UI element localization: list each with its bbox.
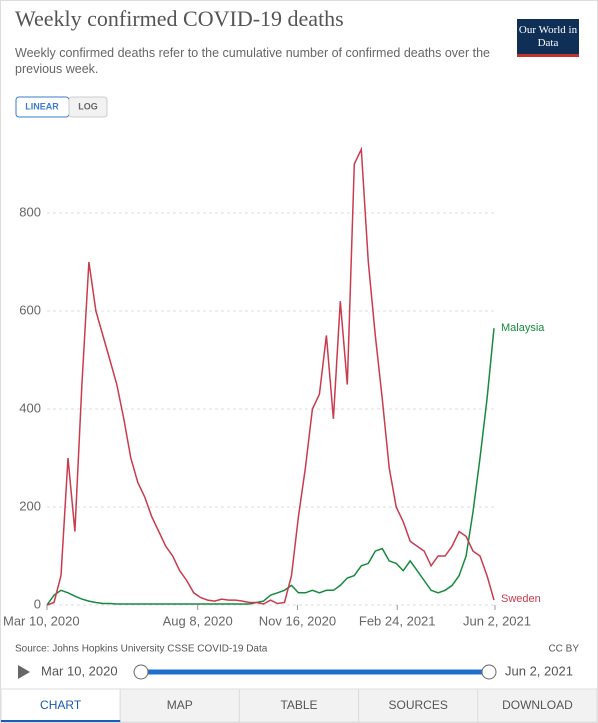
x-tick-label: Feb 24, 2021 [359, 613, 436, 628]
subtitle-box: Weekly confirmed deaths refer to the cum… [15, 46, 491, 76]
timeline-handle-start[interactable] [133, 664, 149, 680]
timeline-end: Jun 2, 2021 [505, 663, 573, 678]
tab-label[interactable]: TABLE [280, 698, 317, 712]
tab[interactable] [119, 688, 240, 722]
x-tick-label: Mar 10, 2020 [3, 613, 80, 628]
x-tick-label: Aug 8, 2020 [163, 613, 233, 628]
tab-label[interactable]: CHART [40, 698, 82, 712]
logo-box [517, 19, 579, 55]
tab-label[interactable]: SOURCES [389, 698, 448, 712]
logo-text-box: Our World in Data [518, 24, 578, 49]
play-button[interactable] [18, 665, 30, 679]
logo: Our World in Data [518, 24, 578, 49]
subtitle: Weekly confirmed deaths refer to the cum… [15, 46, 491, 76]
y-tick-label: 400 [19, 400, 41, 415]
series-line [46, 328, 495, 606]
tab[interactable] [477, 688, 597, 722]
timeline-start: Mar 10, 2020 [41, 663, 118, 678]
tab[interactable] [238, 688, 360, 722]
x-tick-label: Nov 16, 2020 [259, 613, 336, 628]
log-label[interactable]: LOG [78, 101, 98, 111]
tab-label[interactable]: MAP [167, 698, 193, 712]
timeline-handle-end[interactable] [481, 664, 497, 680]
series-label: Malaysia [501, 322, 545, 334]
y-tick-label: 600 [19, 302, 41, 317]
y-tick-label: 800 [19, 204, 41, 219]
series-line [46, 146, 495, 606]
x-tick-label: Jun 2, 2021 [463, 613, 531, 628]
y-tick-label: 200 [19, 498, 41, 513]
series-label: Sweden [501, 593, 541, 605]
title: Weekly confirmed COVID-19 deaths [15, 6, 344, 31]
log-button[interactable] [68, 96, 108, 118]
y-tick-label: 0 [34, 596, 41, 611]
source: Source: Johns Hopkins University CSSE CO… [15, 644, 268, 655]
license: CC BY [548, 644, 579, 655]
logo-underline [517, 54, 579, 57]
linear-label[interactable]: LINEAR [25, 101, 59, 111]
tab[interactable] [358, 688, 479, 722]
tab-label[interactable]: DOWNLOAD [502, 698, 573, 712]
